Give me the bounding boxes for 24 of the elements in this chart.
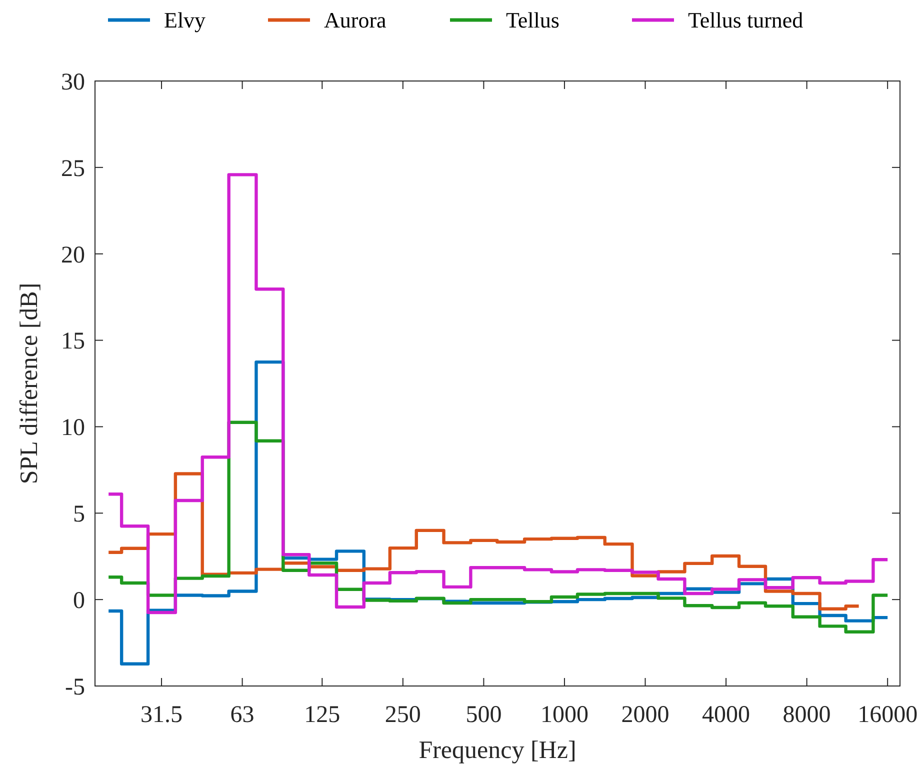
y-tick-label: 20 bbox=[61, 242, 85, 268]
y-tick-label: 30 bbox=[61, 69, 85, 96]
y-tick-label: -5 bbox=[65, 674, 85, 700]
y-axis-title: SPL difference [dB] bbox=[16, 282, 43, 484]
x-axis-title: Frequency [Hz] bbox=[418, 737, 576, 764]
y-tick-label: 5 bbox=[73, 502, 85, 528]
legend-label: Tellus bbox=[506, 8, 560, 33]
x-tick-label: 1000 bbox=[540, 702, 588, 728]
x-tick-label: 31.5 bbox=[140, 702, 183, 728]
x-tick-label: 125 bbox=[304, 702, 340, 728]
x-tick-label: 500 bbox=[466, 702, 502, 728]
legend-label: Aurora bbox=[324, 8, 387, 33]
x-tick-label: 16000 bbox=[858, 702, 918, 728]
y-tick-label: 25 bbox=[61, 156, 85, 182]
y-tick-label: 10 bbox=[61, 415, 85, 442]
x-tick-label: 250 bbox=[384, 702, 421, 728]
x-tick-label: 63 bbox=[230, 702, 254, 728]
x-tick-label: 8000 bbox=[782, 702, 831, 728]
x-tick-label: 4000 bbox=[702, 702, 750, 728]
legend-label: Elvy bbox=[164, 8, 206, 33]
x-tick-label: 2000 bbox=[621, 702, 670, 728]
y-tick-label: 0 bbox=[73, 588, 85, 614]
y-tick-label: 15 bbox=[61, 328, 85, 355]
legend-label: Tellus turned bbox=[688, 8, 804, 33]
